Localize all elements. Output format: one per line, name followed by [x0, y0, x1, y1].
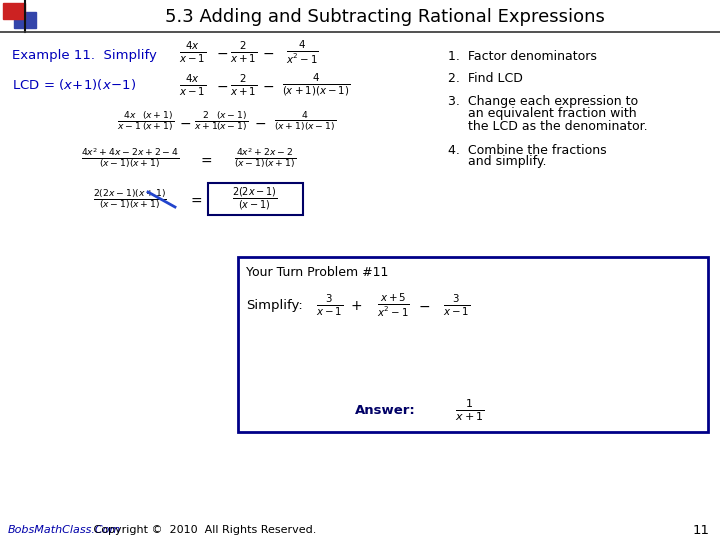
Text: $\frac{4x}{x-1}$: $\frac{4x}{x-1}$	[179, 72, 207, 98]
Bar	[3, 3, 25, 19]
Text: $\frac{4x}{x-1}$: $\frac{4x}{x-1}$	[117, 111, 143, 133]
Text: $\frac{(x+1)}{(x+1)}$: $\frac{(x+1)}{(x+1)}$	[142, 110, 174, 134]
Text: $\frac{(x-1)}{(x-1)}$: $\frac{(x-1)}{(x-1)}$	[216, 110, 248, 134]
Text: Example 11.  Simplify: Example 11. Simplify	[12, 49, 157, 62]
Text: $\frac{4x^2+2x-2}{(x-1)(x+1)}$: $\frac{4x^2+2x-2}{(x-1)(x+1)}$	[234, 147, 296, 171]
Bar	[208, 183, 303, 215]
Text: $\frac{3}{x-1}$: $\frac{3}{x-1}$	[316, 292, 343, 318]
Text: BobsMathClass.Com: BobsMathClass.Com	[8, 525, 121, 535]
Text: $\frac{4x^2+4x-2x+2-4}{(x-1)(x+1)}$: $\frac{4x^2+4x-2x+2-4}{(x-1)(x+1)}$	[81, 147, 179, 171]
Bar	[238, 257, 708, 432]
Text: Copyright ©  2010  All Rights Reserved.: Copyright © 2010 All Rights Reserved.	[90, 525, 316, 535]
Text: $-$: $-$	[418, 299, 430, 313]
Text: $\frac{2}{x+1}$: $\frac{2}{x+1}$	[230, 39, 258, 65]
Text: LCD = $(x\!+\!1)(x\!-\!1)$: LCD = $(x\!+\!1)(x\!-\!1)$	[12, 78, 136, 92]
Text: 3.  Change each expression to: 3. Change each expression to	[448, 96, 638, 109]
Text: $-$: $-$	[262, 46, 274, 60]
Text: $\frac{2}{x+1}$: $\frac{2}{x+1}$	[230, 72, 258, 98]
Text: Simplify:: Simplify:	[246, 299, 302, 312]
Text: $\frac{4}{(x+1)(x-1)}$: $\frac{4}{(x+1)(x-1)}$	[282, 72, 350, 98]
Text: an equivalent fraction with: an equivalent fraction with	[448, 107, 636, 120]
Text: 2.  Find LCD: 2. Find LCD	[448, 71, 523, 84]
Text: $-$: $-$	[179, 116, 191, 130]
Text: 1.  Factor denominators: 1. Factor denominators	[448, 50, 597, 63]
Text: 5.3 Adding and Subtracting Rational Expressions: 5.3 Adding and Subtracting Rational Expr…	[165, 8, 605, 26]
Text: $-$: $-$	[262, 79, 274, 93]
Text: $-$: $-$	[216, 79, 228, 93]
Text: $=$: $=$	[188, 193, 202, 207]
Text: $\frac{3}{x-1}$: $\frac{3}{x-1}$	[444, 292, 471, 318]
Text: $\frac{4x}{x-1}$: $\frac{4x}{x-1}$	[179, 39, 207, 65]
Text: $-$: $-$	[216, 46, 228, 60]
Text: $=$: $=$	[197, 153, 212, 167]
Text: $+$: $+$	[350, 299, 362, 313]
Text: and simplify.: and simplify.	[448, 156, 546, 168]
Text: $\frac{2(2x-1)}{(x-1)}$: $\frac{2(2x-1)}{(x-1)}$	[232, 185, 278, 213]
Text: $\frac{4}{x^2-1}$: $\frac{4}{x^2-1}$	[286, 38, 318, 66]
Text: 4.  Combine the fractions: 4. Combine the fractions	[448, 144, 607, 157]
Bar	[14, 12, 36, 28]
Text: $\frac{x+5}{x^2-1}$: $\frac{x+5}{x^2-1}$	[377, 292, 410, 319]
Text: Your Turn Problem #11: Your Turn Problem #11	[246, 266, 388, 279]
Text: Answer:: Answer:	[355, 403, 415, 416]
Text: 11: 11	[693, 523, 710, 537]
Text: the LCD as the denominator.: the LCD as the denominator.	[448, 119, 647, 132]
Text: $\frac{4}{(x+1)(x-1)}$: $\frac{4}{(x+1)(x-1)}$	[274, 110, 336, 134]
Text: $\frac{2(2x-1)(x+1)}{(x-1)(x+1)}$: $\frac{2(2x-1)(x+1)}{(x-1)(x+1)}$	[93, 188, 167, 212]
Text: $\frac{2}{x+1}$: $\frac{2}{x+1}$	[194, 111, 220, 133]
Text: $\frac{1}{x+1}$: $\frac{1}{x+1}$	[455, 397, 485, 423]
Text: $-$: $-$	[254, 116, 266, 130]
